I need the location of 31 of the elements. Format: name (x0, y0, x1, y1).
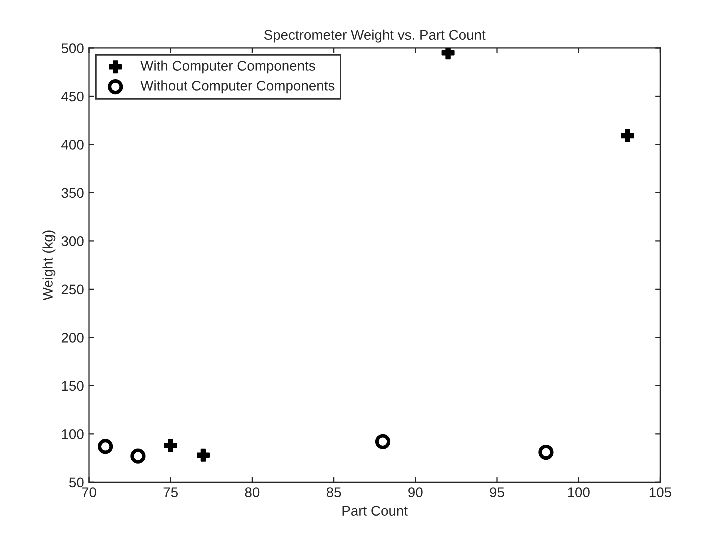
legend-label: With Computer Components (140, 60, 316, 74)
y-tick-label: 200 (62, 333, 84, 343)
y-tick-label: 400 (62, 140, 84, 150)
point (538, 444, 554, 460)
x-tick-label: 95 (490, 488, 504, 498)
x-tick-label: 70 (82, 488, 96, 498)
point (442, 48, 455, 60)
x-tick-label: 90 (408, 488, 423, 498)
chart-title: Spectrometer Weight vs. Part Count (264, 30, 486, 43)
x-tick-label: 75 (164, 488, 178, 498)
point (164, 439, 178, 452)
x-tick-label: 100 (568, 488, 590, 498)
point (375, 434, 391, 450)
x-axis-title: Part Count (342, 506, 408, 516)
y-tick-label: 300 (62, 236, 84, 246)
y-tick-label: 100 (62, 429, 84, 440)
y-tick-label: 500 (62, 44, 84, 54)
x-tick-label: 105 (650, 488, 672, 498)
point (98, 439, 114, 454)
point (130, 448, 146, 464)
legend-label: Without Computer Components (140, 80, 335, 94)
y-tick-label: 450 (62, 92, 84, 102)
y-tick-label: 250 (62, 284, 84, 295)
y-axis-title: Weight (kg) (42, 230, 56, 301)
point (621, 130, 634, 143)
x-tick-label: 85 (326, 488, 342, 498)
y-tick-label: 150 (62, 381, 84, 392)
y-tick-label: 50 (69, 478, 84, 488)
point (196, 448, 210, 462)
x-tick-label: 80 (245, 488, 260, 498)
y-tick-label: 350 (62, 188, 84, 198)
